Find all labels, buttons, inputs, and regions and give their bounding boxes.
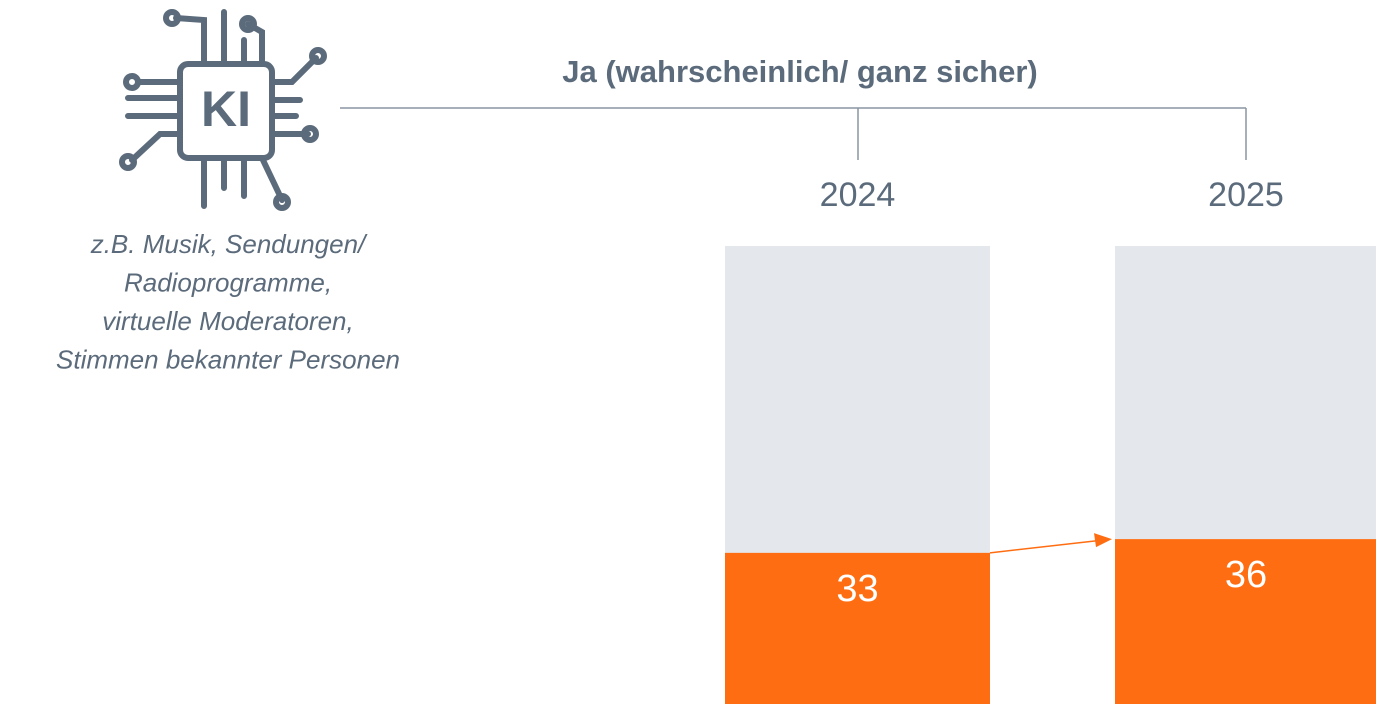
value-label: 33 xyxy=(836,568,878,610)
bar xyxy=(725,552,990,704)
trend-arrow xyxy=(989,539,1099,554)
bar xyxy=(1115,539,1376,704)
trend-arrowhead xyxy=(1094,533,1112,548)
annotation-line: z.B. Musik, Sendungen/ xyxy=(90,229,368,259)
annotation-line: Radioprogramme, xyxy=(124,267,332,297)
x-tick-label: 2025 xyxy=(1208,176,1284,214)
ki-icon xyxy=(119,9,327,211)
icon-label: KI xyxy=(201,81,251,137)
annotation-line: virtuelle Moderatoren, xyxy=(102,306,353,336)
x-tick-label: 2024 xyxy=(820,176,896,214)
value-label: 36 xyxy=(1225,554,1267,596)
chart-title: Ja (wahrscheinlich/ ganz sicher) xyxy=(562,54,1038,89)
annotation-line: Stimmen bekannter Personen xyxy=(56,344,400,374)
bracket-line xyxy=(340,107,1247,160)
